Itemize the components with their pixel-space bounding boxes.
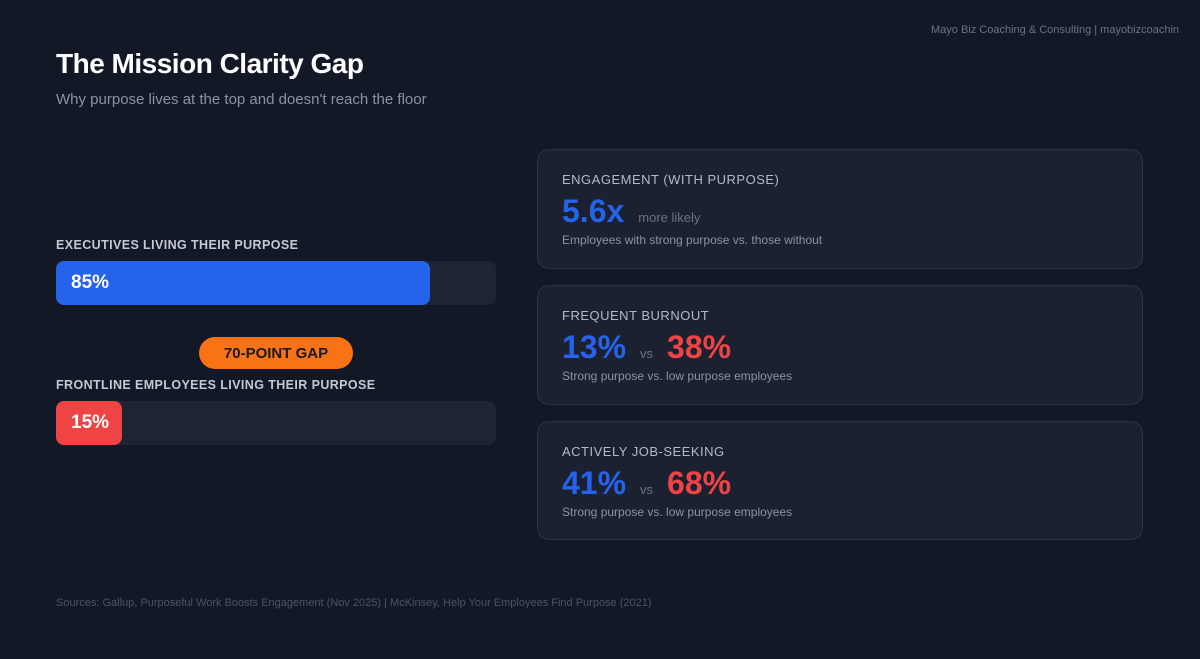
- job-seeking-card: ACTIVELY JOB-SEEKING 41% vs 68% Strong p…: [537, 421, 1143, 540]
- burnout-low-value: 38%: [667, 329, 732, 365]
- engagement-suffix: more likely: [638, 210, 701, 225]
- frontline-bar-fill: 15%: [56, 401, 122, 445]
- vs-label: vs: [640, 346, 654, 361]
- card-title: ENGAGEMENT (WITH PURPOSE): [562, 172, 780, 187]
- card-description: Strong purpose vs. low purpose employees: [562, 369, 793, 383]
- brand-text: Mayo Biz Coaching & Consulting | mayobiz…: [931, 24, 1180, 36]
- burnout-card: FREQUENT BURNOUT 13% vs 38% Strong purpo…: [537, 285, 1143, 405]
- executives-bar-fill: 85%: [56, 261, 430, 305]
- card-title: FREQUENT BURNOUT: [562, 308, 710, 323]
- card-title: ACTIVELY JOB-SEEKING: [562, 444, 725, 459]
- sources-footnote: Sources: Gallup, Purposeful Work Boosts …: [56, 597, 652, 609]
- frontline-bar-track: 15%: [56, 401, 496, 445]
- engagement-value: 5.6x: [562, 193, 625, 229]
- gap-badge: 70-POINT GAP: [199, 337, 353, 369]
- frontline-value: 15%: [71, 412, 110, 433]
- executives-value: 85%: [71, 272, 110, 293]
- card-description: Strong purpose vs. low purpose employees: [562, 505, 793, 519]
- job-seeking-low-value: 68%: [667, 465, 732, 501]
- page-subtitle: Why purpose lives at the top and doesn't…: [56, 91, 427, 108]
- page-title: The Mission Clarity Gap: [56, 48, 364, 79]
- executives-bar-track: 85%: [56, 261, 496, 305]
- engagement-card: ENGAGEMENT (WITH PURPOSE) 5.6x more like…: [537, 149, 1143, 269]
- executives-label: EXECUTIVES LIVING THEIR PURPOSE: [56, 238, 299, 252]
- burnout-strong-value: 13%: [562, 329, 627, 365]
- frontline-label: FRONTLINE EMPLOYEES LIVING THEIR PURPOSE: [56, 378, 376, 392]
- job-seeking-strong-value: 41%: [562, 465, 627, 501]
- card-description: Employees with strong purpose vs. those …: [562, 233, 823, 247]
- vs-label: vs: [640, 482, 654, 497]
